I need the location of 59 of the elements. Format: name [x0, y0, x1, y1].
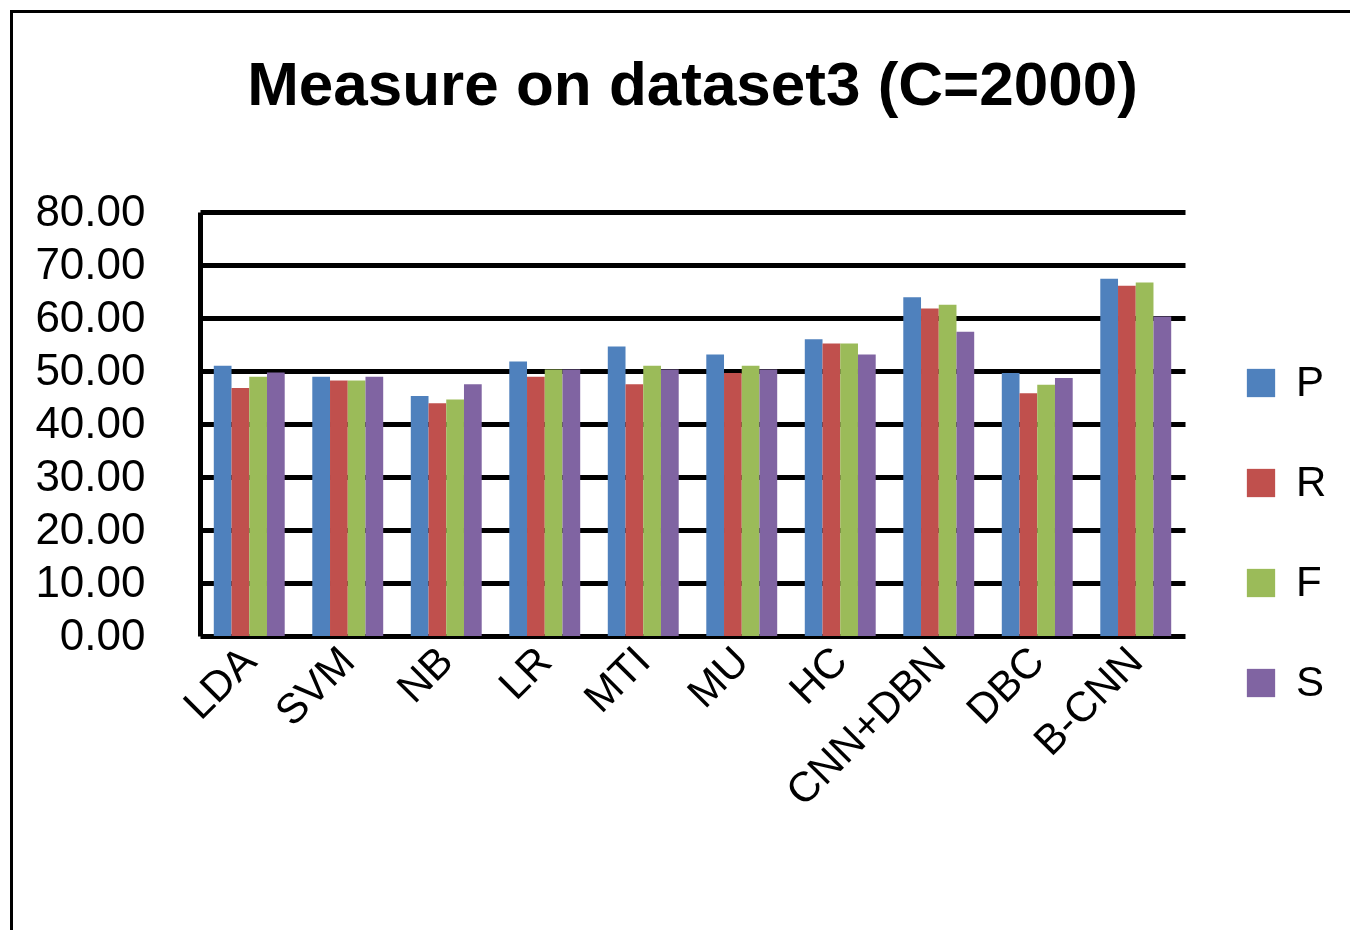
bar [1153, 316, 1172, 636]
bar [213, 365, 232, 636]
bar [625, 384, 644, 636]
x-tick-label: NB [387, 636, 462, 712]
bar [249, 376, 267, 636]
bar [446, 399, 464, 636]
y-tick-label: 0.00 [59, 609, 146, 659]
bar [463, 384, 482, 636]
bar [759, 369, 778, 636]
bar [231, 387, 250, 636]
bar [660, 369, 679, 636]
y-tick-label: 70.00 [35, 238, 146, 288]
bar [527, 376, 545, 636]
x-tick-label: MU [677, 636, 758, 717]
bar [643, 365, 661, 636]
bar [921, 308, 939, 636]
bar [1019, 393, 1038, 636]
y-tick-label: 80.00 [35, 185, 146, 235]
bar [428, 403, 447, 636]
bar [330, 380, 348, 636]
y-tick-label: 20.00 [35, 503, 146, 553]
bar [724, 373, 742, 636]
y-tick-label: 10.00 [35, 556, 146, 606]
legend-label: S [1296, 658, 1325, 705]
legend-label: P [1296, 358, 1325, 405]
x-tick-label: LR [489, 636, 561, 709]
y-tick-label: 60.00 [35, 291, 146, 341]
bar [804, 339, 823, 636]
bar [1037, 384, 1055, 636]
y-tick-label: 30.00 [35, 450, 146, 500]
bar [1100, 278, 1119, 636]
y-tick-label: 50.00 [35, 344, 146, 394]
bar [956, 331, 975, 636]
bar [562, 369, 581, 636]
bar [410, 395, 429, 636]
legend-label: F [1296, 558, 1322, 605]
chart-title: Measure on dataset3 (C=2000) [247, 49, 1138, 118]
bar [312, 376, 331, 636]
bar [266, 372, 285, 636]
bar [1118, 285, 1136, 636]
bar [1054, 377, 1073, 636]
x-tick-label: LDA [173, 636, 265, 728]
bar [1135, 282, 1154, 636]
bar [822, 343, 841, 636]
bar [509, 361, 528, 636]
bar [706, 354, 725, 636]
x-tick-label: MTI [574, 636, 659, 722]
legend-label: R [1296, 458, 1327, 505]
bar [544, 369, 563, 636]
bar [607, 346, 626, 636]
y-tick-label: 40.00 [35, 397, 146, 447]
bar [857, 354, 876, 636]
bar [903, 297, 922, 636]
bar [365, 376, 384, 636]
bar [347, 380, 366, 636]
bar [741, 365, 760, 636]
bar [938, 304, 957, 636]
bar [1001, 373, 1020, 636]
bar [840, 343, 858, 636]
